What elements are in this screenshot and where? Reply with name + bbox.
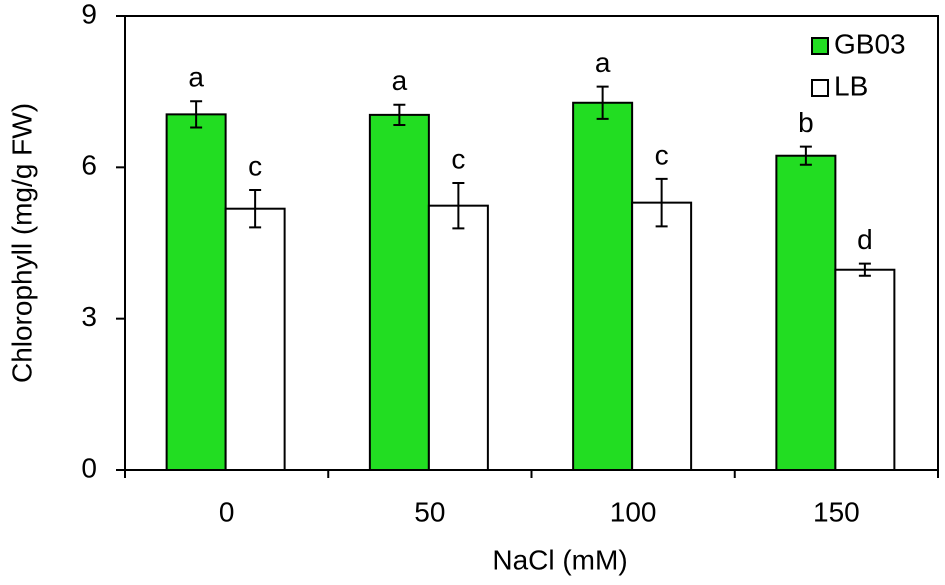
- significance-letter: c: [655, 139, 669, 170]
- bar: [572, 101, 634, 472]
- y-tick-label: 9: [81, 0, 97, 29]
- error-bar: [655, 177, 668, 228]
- error-bar: [858, 262, 871, 277]
- bar: [834, 268, 896, 472]
- significance-letter: c: [248, 150, 262, 181]
- significance-letter: a: [595, 47, 611, 78]
- legend-label: LB: [834, 70, 868, 101]
- bar: [775, 154, 837, 471]
- x-tick-label: 0: [219, 496, 235, 527]
- x-axis-label: NaCl (mM): [492, 544, 627, 575]
- bar: [631, 201, 693, 471]
- y-tick-label: 3: [81, 301, 97, 332]
- significance-letter: b: [798, 107, 814, 138]
- x-tick-label: 150: [813, 496, 860, 527]
- significance-letter: c: [451, 143, 465, 174]
- plot-frame: [124, 15, 939, 471]
- error-bar: [190, 100, 203, 129]
- bar: [165, 113, 227, 471]
- significance-letter: d: [857, 224, 873, 255]
- legend-label: GB03: [834, 28, 906, 59]
- bar: [368, 113, 430, 471]
- significance-letter: a: [392, 65, 408, 96]
- error-bar: [452, 181, 465, 230]
- bar: [427, 204, 489, 471]
- error-bar: [249, 189, 262, 229]
- x-tick-label: 50: [414, 496, 445, 527]
- y-tick-label: 6: [81, 150, 97, 181]
- significance-letter: a: [188, 62, 204, 93]
- x-tick-label: 100: [610, 496, 657, 527]
- y-tick-label: 0: [81, 452, 97, 483]
- legend-swatch: [811, 79, 829, 97]
- y-axis-label: Chlorophyll (mg/g FW): [6, 103, 37, 383]
- legend-swatch: [811, 37, 829, 55]
- bar: [224, 207, 286, 471]
- error-bar: [393, 103, 406, 126]
- error-bar: [799, 145, 812, 166]
- error-bar: [596, 85, 609, 120]
